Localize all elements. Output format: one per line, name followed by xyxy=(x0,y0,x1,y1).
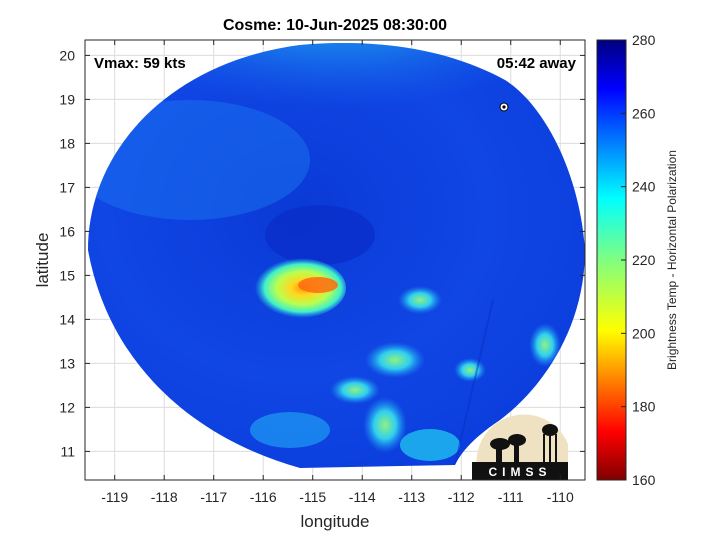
rainband-se xyxy=(400,429,460,461)
water-tower-icon xyxy=(542,424,558,462)
colorbar-tick-label: 220 xyxy=(632,252,656,268)
y-axis-ticks: 11 12 13 14 15 16 17 18 19 20 xyxy=(59,47,585,459)
y-tick-label: 14 xyxy=(59,311,75,327)
vmax-annotation: Vmax: 59 kts xyxy=(94,55,186,72)
eye-dark-region xyxy=(265,205,375,265)
x-tick-label: -119 xyxy=(101,489,128,505)
x-tick-label: -117 xyxy=(200,489,227,505)
rainband-south-3 xyxy=(363,397,407,453)
x-tick-label: -112 xyxy=(448,489,475,505)
y-tick-label: 19 xyxy=(59,91,75,107)
colorbar-tick-label: 260 xyxy=(632,105,656,121)
x-tick-label: -118 xyxy=(151,489,178,505)
x-tick-label: -111 xyxy=(498,489,524,505)
rainband-east-2 xyxy=(454,358,486,382)
rainband-south-4 xyxy=(398,286,442,314)
rainband-south-2 xyxy=(330,376,380,404)
y-axis-label: latitude xyxy=(33,233,52,288)
chart-title: Cosme: 10-Jun-2025 08:30:00 xyxy=(223,17,447,34)
x-tick-label: -116 xyxy=(250,489,277,505)
y-tick-label: 16 xyxy=(59,223,75,239)
y-tick-label: 17 xyxy=(59,179,75,195)
rainband-south-1 xyxy=(365,342,425,378)
y-tick-label: 20 xyxy=(59,47,75,63)
colorbar-tick-label: 200 xyxy=(632,325,656,341)
y-tick-label: 18 xyxy=(59,135,75,151)
x-tick-label: -110 xyxy=(547,489,574,505)
location-marker xyxy=(499,102,509,112)
swath-seam xyxy=(454,299,494,466)
colorbar-tick-label: 280 xyxy=(632,32,656,48)
colorbar-tick-label: 160 xyxy=(632,472,656,488)
storm-core-inner xyxy=(298,277,338,293)
satellite-dish-icon xyxy=(490,434,526,462)
storm-core-outer xyxy=(250,258,346,318)
x-tick-label: -115 xyxy=(299,489,326,505)
plot-frame xyxy=(84,39,586,481)
y-tick-label: 15 xyxy=(59,267,75,283)
logo-banner xyxy=(472,462,568,480)
logo-text: CIMSS xyxy=(488,465,551,479)
colorbar-tick-label: 180 xyxy=(632,399,656,415)
x-tick-label: -113 xyxy=(398,489,425,505)
y-tick-label: 13 xyxy=(59,355,75,371)
rainband-east-1 xyxy=(529,323,561,367)
y-tick-label: 12 xyxy=(59,399,75,415)
colorbar-tick-label: 240 xyxy=(632,179,656,195)
colorbar-label: Brightness Temp - Horizontal Polarizatio… xyxy=(665,150,679,370)
cimss-logo: CIMSS xyxy=(472,414,568,480)
rainband-sw xyxy=(250,412,330,448)
x-axis-ticks: -119 -118 -117 -116 -115 -114 -113 -112 -111 -110 xyxy=(101,40,574,505)
y-tick-label: 11 xyxy=(60,443,75,459)
x-axis-label: longitude xyxy=(300,512,369,531)
colorbar-ticks: 160 180 200 220 240 260 280 xyxy=(621,32,656,488)
time-away-annotation: 05:42 away xyxy=(497,55,577,72)
x-tick-label: -114 xyxy=(349,489,376,505)
